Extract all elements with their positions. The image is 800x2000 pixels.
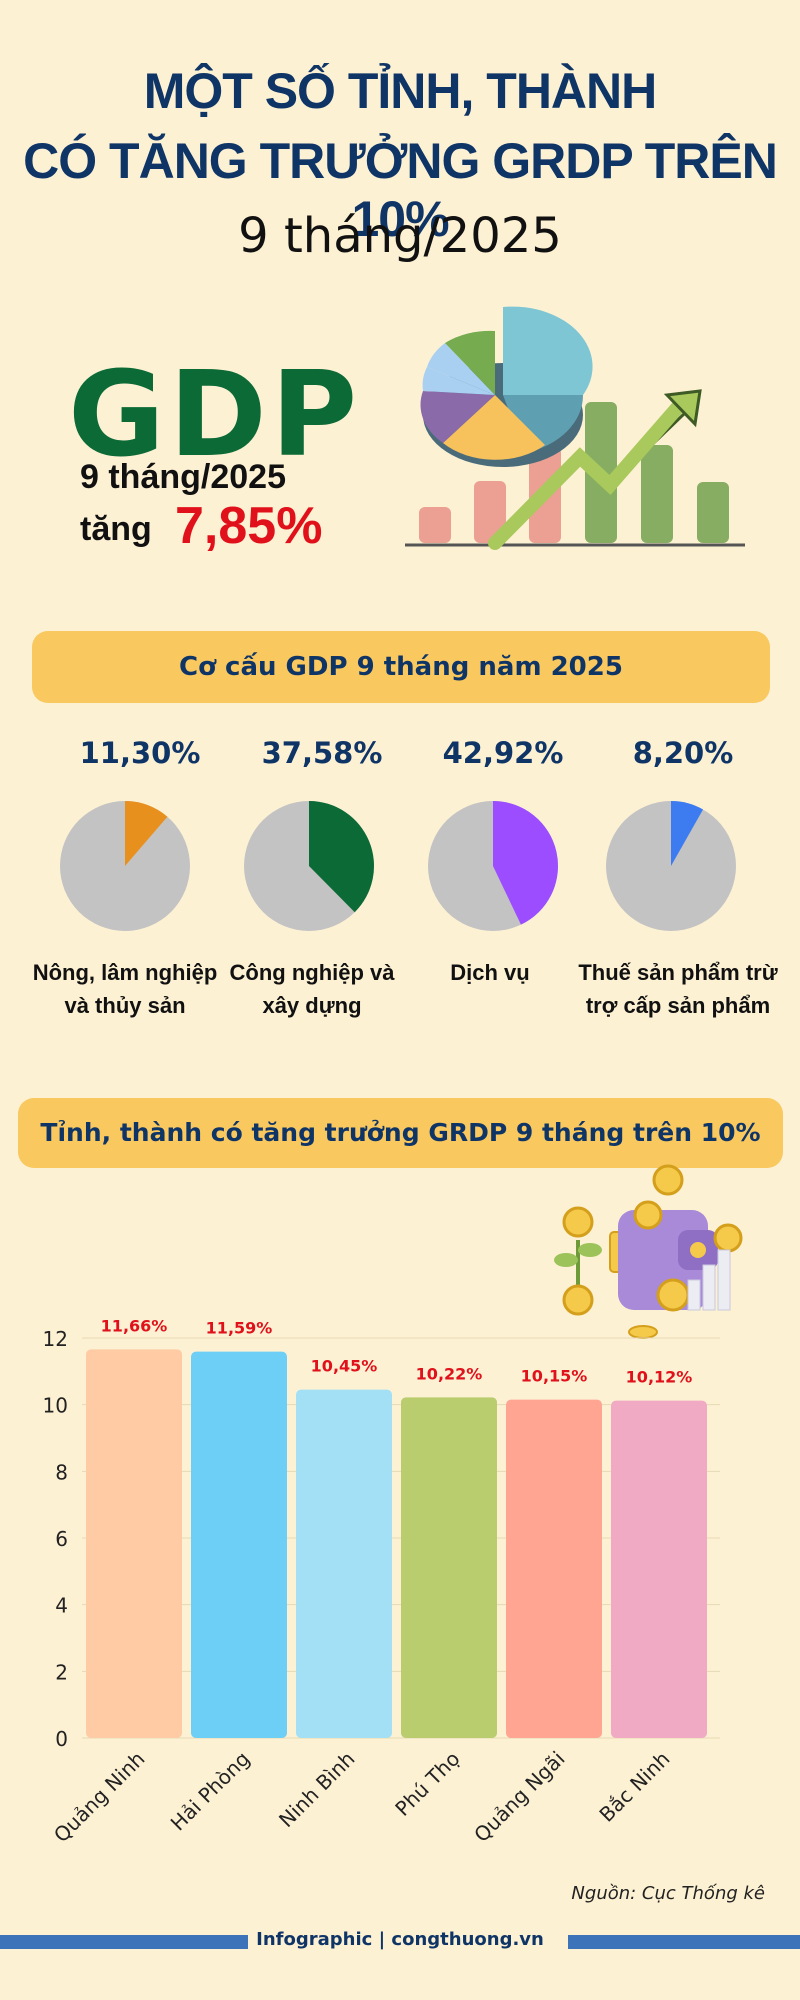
- wallet-coins-illustration: [554, 1164, 743, 1339]
- bar-data-label: 11,59%: [206, 1319, 273, 1338]
- bar: [611, 1400, 707, 1738]
- sector-label-line: Dịch vụ: [450, 960, 530, 985]
- bar: [401, 1397, 497, 1738]
- bar: [506, 1399, 602, 1738]
- gdp-increase-word: tăng: [80, 510, 152, 548]
- y-tick-label: 6: [55, 1527, 68, 1551]
- bar-data-label: 10,22%: [416, 1364, 483, 1383]
- y-tick-label: 4: [55, 1594, 68, 1618]
- grdp-banner: Tỉnh, thành có tăng trưởng GRDP 9 tháng …: [18, 1098, 783, 1168]
- y-tick-label: 0: [55, 1727, 68, 1751]
- footer-bar-left: [0, 1935, 300, 1949]
- footer-bar-right: [568, 1935, 800, 1949]
- pie-services: [428, 801, 558, 931]
- x-tick-label: Ninh Bình: [274, 1747, 359, 1832]
- pie-industry: [244, 801, 374, 931]
- y-tick-label: 10: [43, 1394, 68, 1418]
- share-pct-industry: 37,58%: [261, 736, 383, 770]
- sector-label-line: Nông, lâm nghiệp: [32, 960, 218, 985]
- sector-label-industry: Công nghiệp và xây dựng: [212, 956, 412, 1022]
- sector-label-taxes: Thuế sản phẩm trừ trợ cấp sản phẩm: [578, 956, 778, 1022]
- share-pct-taxes: 8,20%: [632, 736, 734, 770]
- gdp-increase-value: 7,85%: [175, 497, 323, 555]
- footer-credit-text: Infographic | congthuong.vn: [248, 1929, 552, 1950]
- pie-taxes: [606, 801, 736, 931]
- sector-label-line: Thuế sản phẩm trừ: [578, 960, 778, 985]
- subtitle: 9 tháng/2025: [238, 208, 562, 264]
- grdp-bar-chart: 0 2 4 6 8 10 12 11,66% Quảng Ninh 11,59% Hải Phòng…: [43, 1316, 720, 1848]
- sector-label-line: xây dựng: [262, 993, 362, 1018]
- bar: [191, 1351, 287, 1738]
- pie-slice: [309, 801, 374, 913]
- y-tick-label: 12: [43, 1327, 68, 1351]
- x-tick-label: Quảng Ninh: [49, 1747, 150, 1848]
- sector-label-services: Dịch vụ: [390, 956, 590, 989]
- x-tick-label: Hải Phòng: [166, 1747, 255, 1836]
- gdp-period: 9 tháng/2025: [80, 458, 286, 496]
- bar-data-label: 10,45%: [311, 1357, 378, 1376]
- growth-chart-illustration: [405, 306, 745, 550]
- x-tick-label: Phú Thọ: [390, 1747, 464, 1821]
- sector-label-line: Công nghiệp và: [229, 960, 395, 985]
- pie-slice: [125, 801, 168, 866]
- source-note: Nguồn: Cục Thống kê: [571, 1883, 765, 1904]
- title-line-2: CÓ TĂNG TRƯỞNG GRDP TRÊN 10%: [23, 133, 778, 247]
- sector-label-agriculture: Nông, lâm nghiệp và thủy sản: [25, 956, 225, 1022]
- share-pct-agriculture: 11,30%: [79, 736, 201, 770]
- share-pct-services: 42,92%: [442, 736, 564, 770]
- bar-data-label: 10,12%: [626, 1368, 693, 1387]
- pie-slice: [493, 801, 558, 925]
- bar: [86, 1349, 182, 1738]
- sector-label-line: và thủy sản: [64, 993, 186, 1018]
- structure-banner: Cơ cấu GDP 9 tháng năm 2025: [32, 631, 770, 703]
- sector-label-line: trợ cấp sản phẩm: [585, 993, 771, 1018]
- x-tick-label: Bắc Ninh: [594, 1747, 674, 1827]
- gdp-logo-text: GDP: [68, 345, 362, 483]
- y-tick-label: 2: [55, 1660, 68, 1684]
- pie-slice: [671, 801, 704, 866]
- footer-credit: Infographic | congthuong.vn: [0, 1929, 800, 1950]
- title-line-1: MỘT SỐ TỈNH, THÀNH: [143, 63, 658, 119]
- bar-data-label: 11,66%: [101, 1316, 168, 1335]
- bar: [296, 1389, 392, 1738]
- y-tick-label: 8: [55, 1460, 68, 1484]
- bar-data-label: 10,15%: [521, 1367, 588, 1386]
- x-tick-label: Quảng Ngãi: [469, 1747, 569, 1847]
- pie-agriculture: [60, 801, 190, 931]
